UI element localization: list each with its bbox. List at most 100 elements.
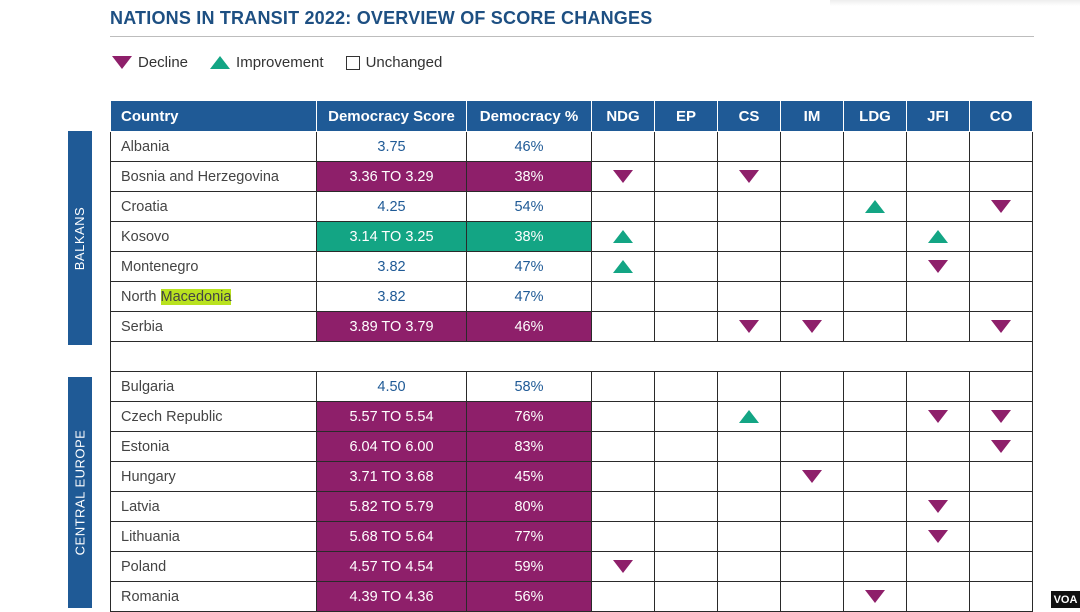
im-cell (780, 551, 844, 582)
ndg-cell (591, 401, 655, 432)
decline-triangle-icon (112, 56, 132, 69)
cs-cell (717, 191, 781, 222)
jfi-cell (906, 431, 970, 462)
decline-triangle-icon (928, 260, 948, 274)
cs-cell (717, 131, 781, 162)
decline-triangle-icon (991, 320, 1011, 334)
ep-cell (654, 191, 718, 222)
democracy-percent-cell: 45% (466, 461, 592, 492)
voa-watermark: VOA (1051, 591, 1080, 608)
ldg-cell (843, 281, 907, 312)
table-row: Lithuania 5.68 TO 5.64 77% (110, 521, 1033, 552)
ndg-cell (591, 221, 655, 252)
im-cell (780, 581, 844, 612)
column-header-cs: CS (717, 100, 781, 132)
cs-cell (717, 221, 781, 252)
democracy-score-cell: 5.68 TO 5.64 (316, 521, 467, 552)
ndg-cell (591, 311, 655, 342)
country-cell: Kosovo (110, 221, 317, 252)
decline-triangle-icon (613, 170, 633, 184)
im-cell (780, 431, 844, 462)
table-row: Poland 4.57 TO 4.54 59% (110, 551, 1033, 582)
ldg-cell (843, 521, 907, 552)
country-cell: Croatia (110, 191, 317, 222)
title-divider (110, 36, 1034, 37)
co-cell (969, 461, 1033, 492)
country-cell: Estonia (110, 431, 317, 462)
country-cell: Hungary (110, 461, 317, 492)
ep-cell (654, 161, 718, 192)
cs-cell (717, 281, 781, 312)
legend: Decline Improvement Unchanged (112, 54, 464, 71)
country-cell: Romania (110, 581, 317, 612)
ndg-cell (591, 581, 655, 612)
jfi-cell (906, 521, 970, 552)
jfi-cell (906, 401, 970, 432)
im-cell (780, 251, 844, 282)
decline-triangle-icon (991, 410, 1011, 424)
country-cell: Serbia (110, 311, 317, 342)
democracy-percent-cell: 54% (466, 191, 592, 222)
region-label-central-europe: CENTRAL EUROPE (68, 377, 92, 608)
column-header-ndg: NDG (591, 100, 655, 132)
co-cell (969, 131, 1033, 162)
table-row: Croatia 4.25 54% (110, 191, 1033, 222)
democracy-percent-cell: 83% (466, 431, 592, 462)
ndg-cell (591, 161, 655, 192)
ndg-cell (591, 491, 655, 522)
jfi-cell (906, 161, 970, 192)
im-cell (780, 491, 844, 522)
jfi-cell (906, 491, 970, 522)
ep-cell (654, 131, 718, 162)
region-label-balkans: BALKANS (68, 131, 92, 345)
table-row: Serbia 3.89 TO 3.79 46% (110, 311, 1033, 342)
ldg-cell (843, 401, 907, 432)
jfi-cell (906, 251, 970, 282)
ldg-cell (843, 371, 907, 402)
co-cell (969, 281, 1033, 312)
democracy-percent-cell: 47% (466, 251, 592, 282)
democracy-percent-cell: 58% (466, 371, 592, 402)
decline-triangle-icon (802, 320, 822, 334)
column-header-jfi: JFI (906, 100, 970, 132)
legend-improvement-label: Improvement (236, 54, 324, 71)
cs-cell (717, 371, 781, 402)
country-cell: North Macedonia (110, 281, 317, 312)
democracy-score-cell: 3.71 TO 3.68 (316, 461, 467, 492)
table-row: Romania 4.39 TO 4.36 56% (110, 581, 1033, 612)
cs-cell (717, 311, 781, 342)
ep-cell (654, 431, 718, 462)
column-header-co: CO (969, 100, 1033, 132)
cs-cell (717, 551, 781, 582)
ep-cell (654, 551, 718, 582)
co-cell (969, 491, 1033, 522)
column-header-democracy-score: Democracy Score (316, 100, 467, 132)
ldg-cell (843, 221, 907, 252)
co-cell (969, 401, 1033, 432)
decline-triangle-icon (865, 590, 885, 604)
ldg-cell (843, 191, 907, 222)
unchanged-box-icon (345, 55, 360, 70)
im-cell (780, 401, 844, 432)
table-row: Czech Republic 5.57 TO 5.54 76% (110, 401, 1033, 432)
decline-triangle-icon (928, 410, 948, 424)
decline-triangle-icon (802, 470, 822, 484)
country-cell: Czech Republic (110, 401, 317, 432)
table-row: Albania 3.75 46% (110, 131, 1033, 162)
improvement-triangle-icon (613, 230, 633, 244)
decline-triangle-icon (928, 500, 948, 514)
improvement-triangle-icon (928, 230, 948, 244)
decline-triangle-icon (928, 530, 948, 544)
table-row: Montenegro 3.82 47% (110, 251, 1033, 282)
im-cell (780, 281, 844, 312)
im-cell (780, 191, 844, 222)
table-row: Latvia 5.82 TO 5.79 80% (110, 491, 1033, 522)
legend-decline-label: Decline (138, 54, 189, 71)
table-row: North Macedonia 3.82 47% (110, 281, 1033, 312)
country-cell: Bosnia and Herzegovina (110, 161, 317, 192)
jfi-cell (906, 461, 970, 492)
co-cell (969, 251, 1033, 282)
improvement-triangle-icon (865, 200, 885, 214)
im-cell (780, 371, 844, 402)
ndg-cell (591, 281, 655, 312)
